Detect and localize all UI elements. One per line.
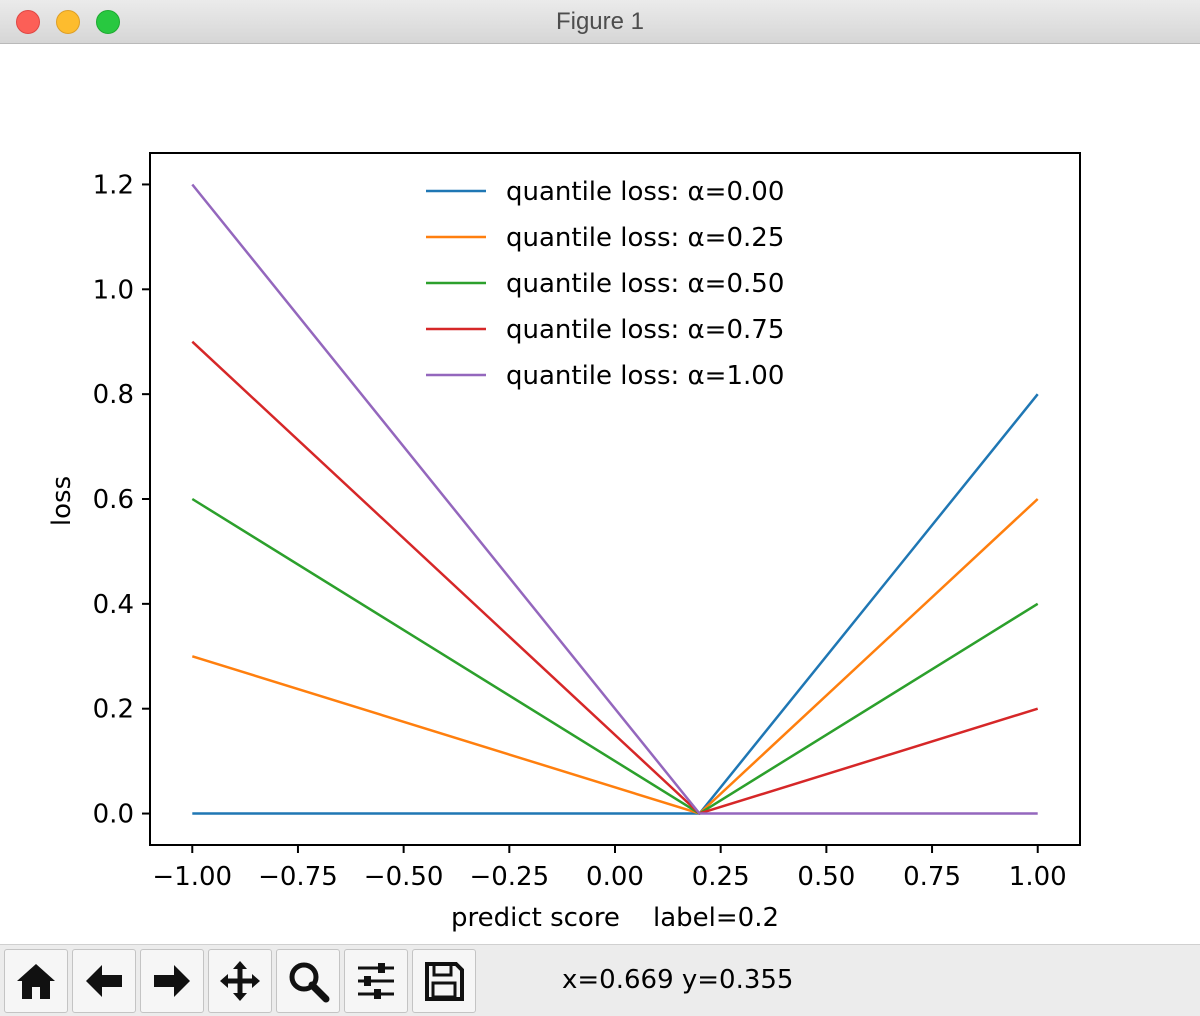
x-axis: −1.00 −0.75 −0.50 −0.25 0.00 0.25 0.50 0.75 1.00 [152,845,1067,892]
axes-frame [149,152,1081,846]
x-tick-label: −0.50 [364,862,444,892]
minimize-button[interactable] [56,10,80,34]
y-tick-label: 0.0 [93,800,134,830]
x-tick-label: 0.00 [586,862,644,892]
legend-label-4: quantile loss: α=1.00 [506,361,784,391]
x-tick-label: 0.75 [903,862,961,892]
line-chart: −1.00 −0.75 −0.50 −0.25 0.00 0.25 0.50 0.75 1.00… [47,152,1081,933]
floppy-disk-icon [425,962,464,1001]
close-button[interactable] [16,10,40,34]
y-tick-label: 0.8 [93,380,134,410]
forward-button[interactable] [140,949,204,1013]
maximize-button[interactable] [96,10,120,34]
x-tick-label: 0.50 [797,862,855,892]
series-line-0 [192,393,1039,815]
x-tick-label: 1.00 [1009,862,1067,892]
legend: quantile loss: α=0.00 quantile loss: α=0.… [426,177,784,391]
y-axis: 0.0 0.2 0.4 0.6 0.8 1.0 1.2 [93,170,150,830]
series-line-4 [191,183,1038,815]
home-button[interactable] [4,949,68,1013]
y-tick-label: 1.2 [93,170,134,200]
zoom-button[interactable] [276,949,340,1013]
legend-label-1: quantile loss: α=0.25 [506,223,784,253]
window-title: Figure 1 [555,8,645,35]
y-tick-label: 0.2 [93,695,134,725]
legend-label-2: quantile loss: α=0.50 [506,269,784,299]
navigation-toolbar: x=0.669 y=0.355 [0,944,1200,1016]
legend-label-0: quantile loss: α=0.00 [506,177,784,207]
back-button[interactable] [72,949,136,1013]
x-tick-label: −0.75 [258,862,338,892]
x-axis-label: predict score label=0.2 [451,903,779,933]
arrow-right-icon [154,965,190,997]
y-tick-label: 0.6 [93,485,134,515]
cursor-coordinates: x=0.669 y=0.355 [562,965,794,995]
sliders-icon [358,963,394,999]
series-line-2 [191,497,1039,815]
home-icon [17,964,55,999]
pan-button[interactable] [208,949,272,1013]
move-icon [220,961,260,1001]
magnifier-icon [289,962,330,1003]
y-axis-label: loss [47,476,77,526]
save-button[interactable] [412,949,476,1013]
plot-lines [191,183,1039,815]
figure-canvas[interactable]: −1.00 −0.75 −0.50 −0.25 0.00 0.25 0.50 0.75 1.00… [0,44,1200,944]
arrow-left-icon [86,965,122,997]
legend-label-3: quantile loss: α=0.75 [506,315,784,345]
y-tick-label: 1.0 [93,275,134,305]
y-tick-label: 0.4 [93,590,134,620]
series-line-1 [191,498,1039,815]
x-tick-label: −1.00 [152,862,232,892]
configure-subplots-button[interactable] [344,949,408,1013]
title-bar: Figure 1 [0,0,1200,44]
x-tick-label: −0.25 [469,862,549,892]
x-tick-label: 0.25 [692,862,750,892]
